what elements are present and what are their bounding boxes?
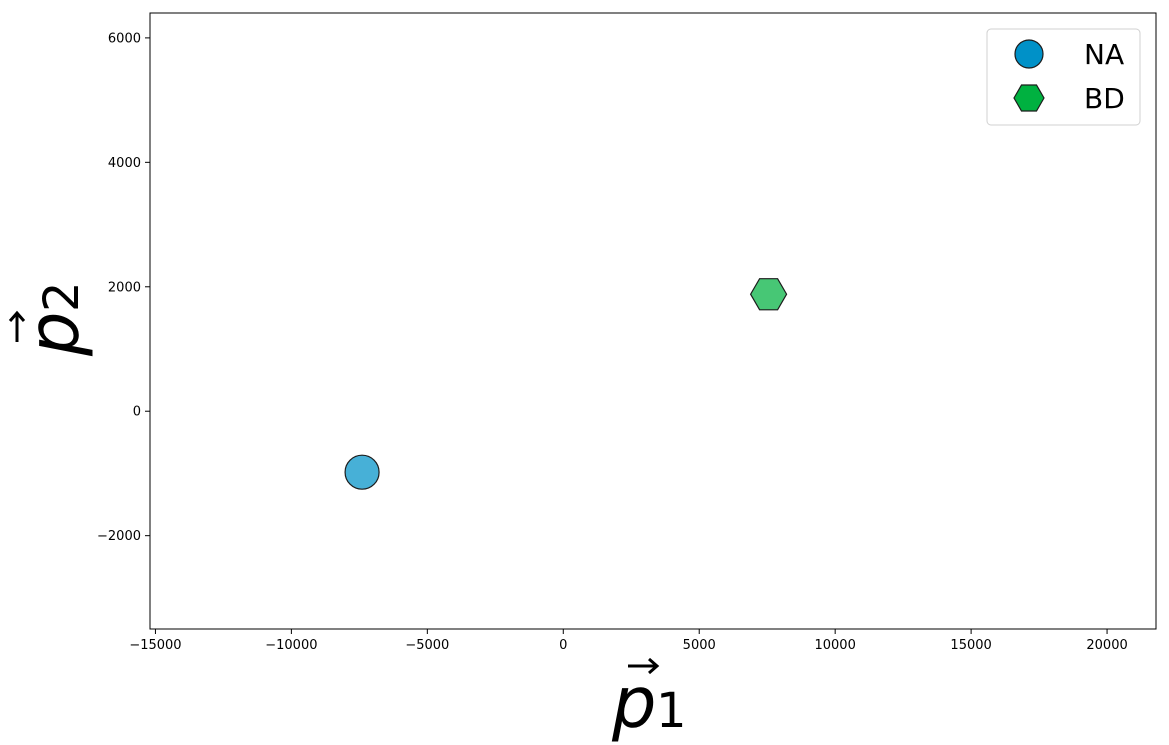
y-axis-label-subscript: 2 (34, 281, 90, 312)
data-point-na (344, 454, 380, 490)
x-tick-label: 5000 (683, 638, 716, 653)
y-tick-label: 2000 (108, 280, 141, 295)
y-tick-label: 4000 (108, 156, 141, 171)
x-axis-ticks: −15000 −10000 −5000 0 5000 10000 15000 20000 (129, 629, 1128, 653)
x-axis-label-symbol: p (611, 662, 656, 744)
x-tick-label: −5000 (405, 638, 449, 653)
x-axis-vector-arrow (628, 657, 660, 675)
y-tick-label: 6000 (108, 31, 141, 46)
legend-marker-na (1014, 39, 1044, 69)
y-axis-vector-arrow (8, 310, 26, 342)
legend-marker-bd (1013, 84, 1045, 112)
plot-area-frame (149, 12, 1157, 630)
x-tick-label: 10000 (814, 638, 855, 653)
x-axis-label-subscript: 1 (656, 683, 687, 739)
legend-label-na: NA (1084, 38, 1124, 71)
legend-label-bd: BD (1084, 82, 1125, 115)
y-axis-ticks: −2000 0 2000 4000 6000 (97, 31, 150, 544)
x-tick-label: 0 (559, 638, 567, 653)
x-tick-label: −10000 (265, 638, 317, 653)
legend: NA BD (986, 28, 1141, 126)
x-tick-label: 15000 (950, 638, 991, 653)
data-points (344, 278, 788, 490)
x-axis-label: p 1 (611, 657, 687, 744)
y-axis-label-symbol: p (13, 312, 95, 357)
data-point-bd (749, 278, 788, 311)
y-tick-label: −2000 (97, 529, 141, 544)
y-tick-label: 0 (133, 405, 141, 420)
y-axis-label: p 2 (8, 281, 95, 357)
x-tick-label: 20000 (1086, 638, 1127, 653)
x-tick-label: −15000 (129, 638, 181, 653)
